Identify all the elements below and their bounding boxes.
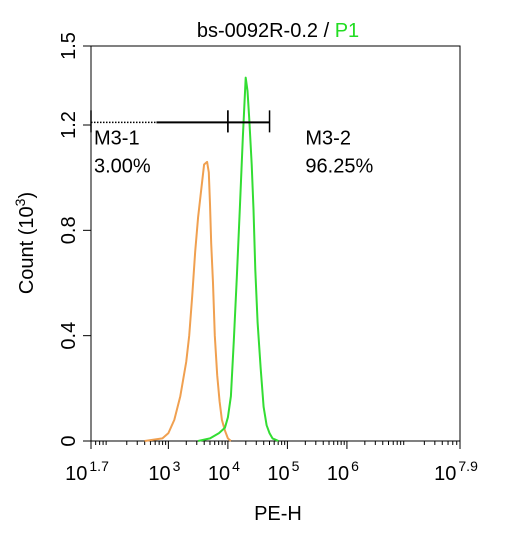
- x-tick-label: 10 5: [267, 458, 299, 485]
- plot-title-gate: P1: [335, 20, 359, 42]
- x-tick-label: 10 7.9: [434, 458, 478, 485]
- x-tick-exponent: 6: [351, 458, 359, 474]
- x-tick-base: 10: [327, 463, 349, 485]
- y-tick-label: 1.5: [58, 32, 80, 60]
- plot-frame: [90, 45, 461, 442]
- y-axis-ticks: 0 0.4 0.8 1.2 1.5: [58, 32, 91, 447]
- marker-name-label: M3-1: [94, 127, 140, 149]
- x-tick-base: 10: [148, 463, 170, 485]
- x-tick-label: 10 1.7: [65, 458, 109, 485]
- marker-percent-label: 3.00%: [94, 155, 151, 177]
- x-tick-base: 10: [267, 463, 289, 485]
- y-axis-title-sup: 3: [12, 198, 28, 206]
- x-tick-label: 10 4: [208, 458, 240, 485]
- y-tick-label: 1.2: [58, 111, 80, 139]
- plot-title: bs-0092R-0.2 / P1: [197, 20, 359, 42]
- plot-title-text: bs-0092R-0.2 /: [197, 20, 335, 42]
- y-axis-title-main: Count (10: [16, 206, 38, 294]
- marker-percent-label: 96.25%: [305, 155, 373, 177]
- x-tick-exponent: 1.7: [89, 458, 109, 474]
- x-tick-exponent: 5: [292, 458, 300, 474]
- histogram-series-2: [197, 76, 279, 442]
- y-axis-title-close: ): [16, 192, 38, 199]
- x-tick-base: 10: [434, 463, 456, 485]
- y-tick-label: 0.4: [58, 322, 80, 350]
- gate-markers: M3-1 3.00% M3-2 96.25%: [90, 110, 373, 177]
- x-axis-ticks: 10 1.7 10 3 10 4 10 5 10 6 10 7.9: [65, 441, 478, 485]
- x-tick-base: 10: [65, 463, 87, 485]
- x-tick-exponent: 4: [232, 458, 240, 474]
- x-tick-label: 10 6: [327, 458, 359, 485]
- y-axis-title: Count (103): [12, 192, 38, 294]
- x-tick-exponent: 7.9: [458, 458, 478, 474]
- histogram-series: [144, 76, 279, 442]
- y-tick-label: 0.8: [58, 216, 80, 244]
- histogram-series-1: [144, 160, 232, 442]
- x-tick-exponent: 3: [173, 458, 181, 474]
- y-tick-label: 0: [58, 435, 80, 446]
- x-axis-title: PE-H: [254, 503, 302, 525]
- marker-name-label: M3-2: [305, 127, 351, 149]
- x-tick-label: 10 3: [148, 458, 180, 485]
- x-tick-base: 10: [208, 463, 230, 485]
